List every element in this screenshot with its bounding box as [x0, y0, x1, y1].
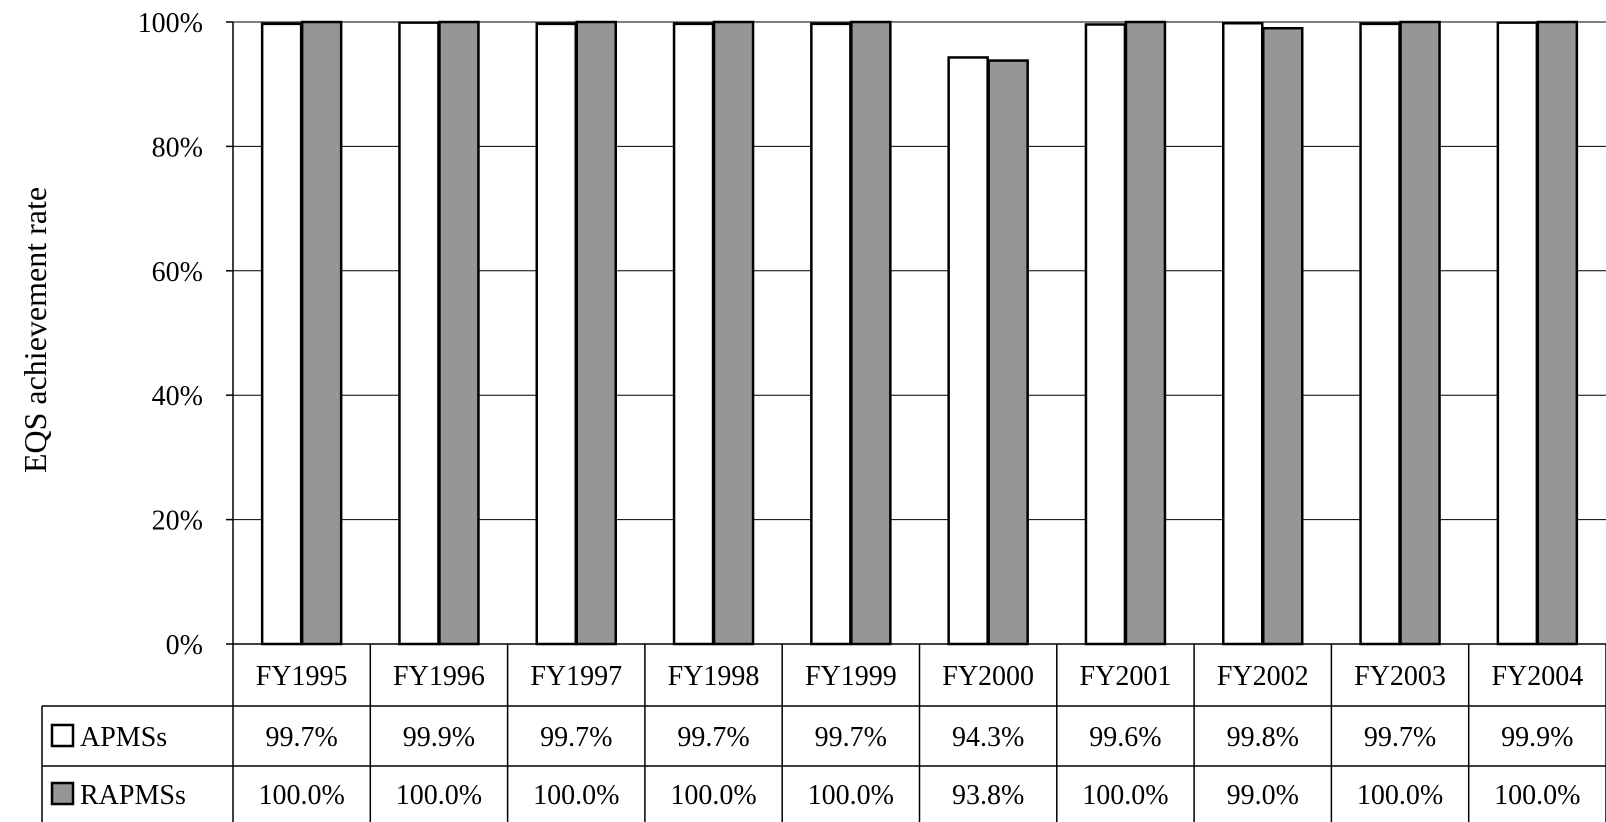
- y-tick-label: 0%: [166, 630, 203, 661]
- y-tick-label: 100%: [138, 8, 203, 39]
- y-tick-label: 20%: [152, 506, 203, 537]
- bar-apmss-fy2003: [1359, 22, 1401, 646]
- x-tick-label: FY2001: [1080, 661, 1172, 692]
- data-label: 99.7%: [265, 722, 337, 753]
- legend-swatch-apmss: [50, 723, 75, 748]
- bar-apmss-fy2002: [1222, 21, 1264, 646]
- x-tick-label: FY2002: [1217, 661, 1309, 692]
- y-axis-title: EQS achievement rate: [17, 187, 53, 473]
- bar-rapmss-fy2003: [1399, 20, 1441, 646]
- legend-swatch-rapmss: [50, 781, 75, 806]
- bar-apmss-fy2004: [1496, 21, 1539, 646]
- data-label: 99.7%: [1364, 722, 1436, 753]
- x-tick-label: FY2004: [1491, 661, 1583, 692]
- x-tick-label: FY1995: [256, 661, 348, 692]
- data-label: 99.7%: [815, 722, 887, 753]
- y-tick-label: 60%: [152, 257, 203, 288]
- y-tick-label: 40%: [152, 381, 203, 412]
- data-label: 100.0%: [808, 780, 894, 811]
- legend-label-rapmss: RAPMSs: [80, 780, 186, 811]
- bar-rapmss-fy1995: [300, 20, 343, 646]
- bar-rapmss-fy2000: [987, 59, 1029, 646]
- x-tick-label: FY2003: [1354, 661, 1446, 692]
- data-label: 100.0%: [1082, 780, 1168, 811]
- x-tick-label: FY1996: [393, 661, 485, 692]
- data-label: 100.0%: [1357, 780, 1443, 811]
- bar-apmss-fy2001: [1084, 23, 1127, 646]
- data-label: 100.0%: [258, 780, 344, 811]
- y-tick-label: 80%: [152, 132, 203, 163]
- data-label: 99.0%: [1227, 780, 1299, 811]
- data-label: 100.0%: [670, 780, 756, 811]
- data-label: 100.0%: [533, 780, 619, 811]
- data-label: 99.8%: [1227, 722, 1299, 753]
- bar-apmss-fy2000: [947, 56, 989, 646]
- data-label: 99.9%: [1501, 722, 1573, 753]
- data-label: 100.0%: [1494, 780, 1580, 811]
- bar-rapmss-fy1999: [850, 20, 892, 646]
- bar-apmss-fy1999: [810, 22, 852, 646]
- x-tick-label: FY2000: [942, 661, 1034, 692]
- y-axis: 0% 20% 40% 60% 80% 100%: [138, 8, 234, 661]
- data-label: 99.6%: [1089, 722, 1161, 753]
- data-label: 100.0%: [396, 780, 482, 811]
- bar-rapmss-fy1998: [712, 20, 755, 646]
- legend-label-apmss: APMSs: [80, 722, 167, 753]
- bar-apmss-fy1996: [398, 21, 440, 646]
- x-tick-label: FY1997: [530, 661, 622, 692]
- bar-apmss-fy1997: [535, 22, 577, 646]
- data-table: FY1995 FY1996 FY1997 FY1998 FY1999 FY2000 FY20…: [41, 643, 1606, 822]
- bar-rapmss-fy2001: [1124, 20, 1167, 646]
- x-tick-label: FY1999: [805, 661, 897, 692]
- data-label: 99.7%: [540, 722, 612, 753]
- data-label: 94.3%: [952, 722, 1024, 753]
- data-label: 99.9%: [403, 722, 475, 753]
- bar-rapmss-fy2002: [1262, 26, 1304, 646]
- bar-rapmss-fy1996: [438, 20, 480, 646]
- data-label: 93.8%: [952, 780, 1024, 811]
- bar-rapmss-fy1997: [575, 20, 617, 646]
- bar-rapmss-fy2004: [1536, 20, 1579, 646]
- bars: [260, 20, 1579, 646]
- bar-apmss-fy1995: [260, 22, 303, 646]
- bar-apmss-fy1998: [672, 22, 715, 646]
- data-label: 99.7%: [677, 722, 749, 753]
- x-tick-label: FY1998: [668, 661, 760, 692]
